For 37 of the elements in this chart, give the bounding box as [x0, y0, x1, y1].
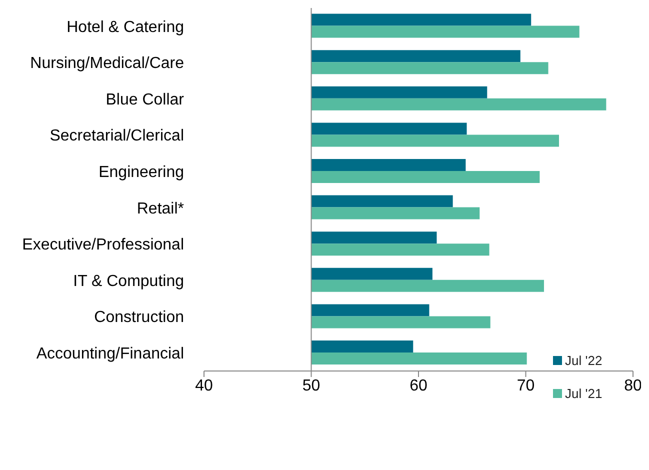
bar — [311, 304, 430, 316]
y-tick-label: Secretarial/Clerical — [50, 128, 184, 145]
bar — [311, 195, 453, 208]
x-tick-label: 60 — [410, 377, 428, 394]
y-tick-label: IT & Computing — [73, 272, 184, 290]
bar — [311, 268, 432, 280]
bar — [311, 280, 544, 292]
x-tick-label: 40 — [195, 377, 213, 394]
bar — [311, 50, 520, 62]
bar — [311, 122, 467, 135]
y-tick-label: Hotel & Catering — [66, 18, 184, 36]
y-tick-label: Retail* — [136, 200, 184, 218]
bar — [311, 134, 559, 147]
bar — [311, 244, 490, 256]
y-tick-label: Engineering — [98, 164, 184, 182]
bar — [311, 14, 532, 26]
y-tick-label: Accounting/Financial — [36, 346, 184, 363]
bar — [311, 340, 414, 353]
bar — [311, 171, 540, 184]
bar — [311, 98, 606, 110]
x-tick-label: 80 — [624, 377, 642, 394]
bar — [311, 26, 580, 38]
bar — [311, 316, 490, 328]
bar — [311, 159, 466, 172]
bar — [311, 232, 437, 244]
y-tick-label: Construction — [94, 309, 184, 326]
x-tick-label: 50 — [302, 377, 320, 394]
bar — [311, 207, 480, 220]
legend-label: Jul '22 — [565, 353, 602, 368]
bar — [311, 62, 548, 74]
y-tick-label: Blue Collar — [106, 91, 185, 108]
bar — [311, 86, 488, 98]
x-tick-label: 70 — [516, 377, 535, 394]
bar — [311, 352, 527, 365]
y-tick-label: Executive/Professional — [22, 236, 184, 254]
y-tick-label: Nursing/Medical/Care — [30, 55, 184, 72]
legend-label: Jul '21 — [565, 386, 602, 401]
